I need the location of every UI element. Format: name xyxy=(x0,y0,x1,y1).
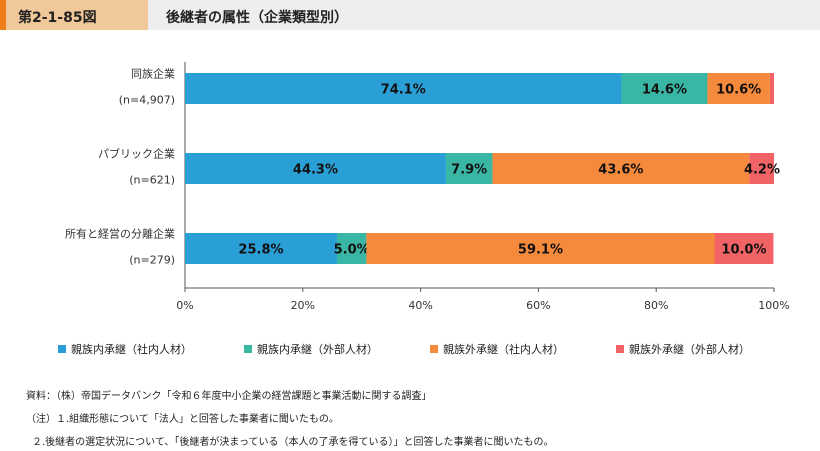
x-tick-label: 20% xyxy=(291,299,315,312)
legend-label-internal-nonfamily: 親族外承継（社内人材） xyxy=(443,343,564,356)
bar-segment xyxy=(621,73,708,104)
legend-label-internal-family: 親族内承継（社内人材） xyxy=(71,343,192,356)
category-sample-size: (n=279) xyxy=(129,254,175,267)
x-tick-label: 80% xyxy=(644,299,668,312)
legend: 親族内承継（社内人材） 親族内承継（外部人材） 親族外承継（社内人材） 親族外承… xyxy=(0,341,820,357)
note-1: （注）１.組織形態について「法人」と回答した事業者に聞いたもの。 xyxy=(26,414,339,425)
category-sample-size: (n=621) xyxy=(129,174,175,187)
x-tick-label: 0% xyxy=(176,299,193,312)
x-tick-label: 100% xyxy=(758,299,789,312)
bar-segment xyxy=(185,233,337,264)
note-2: ２.後継者の選定状況について、「後継者が決まっている（本人の了承を得ている）」と… xyxy=(32,437,554,448)
legend-label-external-nonfamily: 親族外承継（外部人材） xyxy=(629,343,750,356)
category-sample-size: (n=4,907) xyxy=(119,94,175,107)
bar-segment xyxy=(366,233,715,264)
figure-number: 第2-1-85図 xyxy=(18,10,97,26)
data-label: 10.0% xyxy=(721,243,766,258)
legend-item-external-family: 親族内承継（外部人材） xyxy=(244,341,378,357)
bar-segment xyxy=(185,153,446,184)
bar-segment xyxy=(185,73,622,104)
data-label: 4.2% xyxy=(744,163,780,178)
legend-swatch-external-family xyxy=(244,345,252,353)
figure-number-tab: 第2-1-85図 xyxy=(0,0,148,30)
x-tick-label: 40% xyxy=(408,299,432,312)
legend-item-external-nonfamily: 親族外承継（外部人材） xyxy=(616,341,750,357)
data-label: 7.9% xyxy=(451,163,487,178)
bar-segment xyxy=(749,153,774,184)
bar-segment xyxy=(714,233,774,264)
legend-item-internal-family: 親族内承継（社内人材） xyxy=(58,341,192,357)
category-label: 同族企業 xyxy=(131,67,175,81)
data-label: 59.1% xyxy=(518,243,563,258)
legend-label-external-family: 親族内承継（外部人材） xyxy=(257,343,378,356)
bar-segment xyxy=(492,153,750,184)
figure-title: 後継者の属性（企業類型別） xyxy=(166,10,348,26)
data-label: 14.6% xyxy=(642,83,687,98)
bar-segment xyxy=(445,153,493,184)
x-tick-label: 60% xyxy=(526,299,550,312)
bar-segment xyxy=(707,73,770,104)
data-label: 5.0% xyxy=(334,243,370,258)
legend-swatch-internal-family xyxy=(58,345,66,353)
legend-item-internal-nonfamily: 親族外承継（社内人材） xyxy=(430,341,564,357)
category-label: パブリック企業 xyxy=(98,147,175,161)
figure-header: 第2-1-85図 後継者の属性（企業類型別） xyxy=(0,0,820,30)
data-label: 43.6% xyxy=(598,163,643,178)
data-label: 74.1% xyxy=(381,83,426,98)
source-note: 資料：（株）帝国データバンク「令和６年度中小企業の経営課題と事業活動に関する調査… xyxy=(26,391,432,402)
bar-segment xyxy=(769,73,774,104)
legend-swatch-internal-nonfamily xyxy=(430,345,438,353)
data-label: 25.8% xyxy=(238,243,283,258)
legend-swatch-external-nonfamily xyxy=(616,345,624,353)
category-label: 所有と経営の分離企業 xyxy=(65,227,175,241)
data-label: 44.3% xyxy=(293,163,338,178)
data-label: 10.6% xyxy=(716,83,761,98)
bar-segment xyxy=(336,233,367,264)
